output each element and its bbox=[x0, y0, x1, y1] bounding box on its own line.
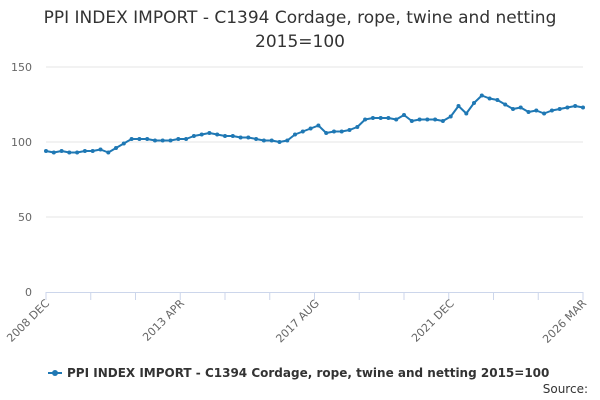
data-point-23[interactable] bbox=[223, 134, 227, 138]
source-label: Source: bbox=[542, 382, 588, 396]
x-tick-label-1: 2013 APR bbox=[140, 297, 187, 344]
data-point-18[interactable] bbox=[184, 137, 189, 141]
data-point-35[interactable] bbox=[316, 123, 321, 128]
data-point-8[interactable] bbox=[106, 150, 111, 155]
data-point-24[interactable] bbox=[230, 134, 235, 138]
data-point-46[interactable] bbox=[402, 113, 406, 117]
grid-lines bbox=[46, 66, 583, 218]
data-point-45[interactable] bbox=[394, 117, 399, 122]
data-point-11[interactable] bbox=[129, 137, 134, 141]
data-point-37[interactable] bbox=[332, 129, 336, 134]
data-point-56[interactable] bbox=[479, 93, 484, 98]
data-point-54[interactable] bbox=[464, 111, 469, 116]
data-point-55[interactable] bbox=[472, 101, 476, 105]
data-point-68[interactable] bbox=[573, 104, 578, 108]
chart-title: PPI INDEX IMPORT - C1394 Cordage, rope, … bbox=[43, 8, 557, 52]
data-point-34[interactable] bbox=[308, 126, 313, 131]
data-point-10[interactable] bbox=[121, 141, 126, 146]
data-point-69[interactable] bbox=[581, 105, 585, 110]
data-point-43[interactable] bbox=[378, 116, 383, 120]
data-point-4[interactable] bbox=[75, 150, 80, 155]
data-point-36[interactable] bbox=[324, 131, 329, 135]
data-point-40[interactable] bbox=[355, 125, 360, 129]
y-axis-labels: 0 50 100 150 bbox=[11, 61, 32, 299]
data-point-25[interactable] bbox=[238, 135, 243, 140]
data-point-28[interactable] bbox=[261, 138, 266, 143]
legend-symbol bbox=[48, 368, 62, 378]
data-point-20[interactable] bbox=[199, 132, 204, 137]
data-point-51[interactable] bbox=[440, 119, 445, 123]
data-point-29[interactable] bbox=[269, 138, 274, 143]
data-point-13[interactable] bbox=[145, 137, 150, 141]
data-point-48[interactable] bbox=[417, 117, 422, 122]
legend-label: PPI INDEX IMPORT - C1394 Cordage, rope, … bbox=[67, 366, 550, 380]
y-tick-label-3: 150 bbox=[11, 61, 32, 74]
data-point-30[interactable] bbox=[277, 140, 282, 144]
data-point-67[interactable] bbox=[565, 105, 570, 110]
data-point-44[interactable] bbox=[386, 116, 391, 120]
data-point-39[interactable] bbox=[347, 128, 352, 132]
data-point-0[interactable] bbox=[44, 149, 48, 153]
x-tick-label-0: 2008 DEC bbox=[4, 297, 52, 345]
data-point-9[interactable] bbox=[114, 146, 118, 150]
data-point-38[interactable] bbox=[339, 129, 344, 134]
data-point-26[interactable] bbox=[246, 135, 251, 140]
data-point-31[interactable] bbox=[285, 138, 290, 143]
data-point-57[interactable] bbox=[487, 96, 492, 101]
data-point-19[interactable] bbox=[191, 134, 196, 138]
data-point-65[interactable] bbox=[549, 108, 554, 113]
data-point-60[interactable] bbox=[511, 107, 515, 111]
data-point-1[interactable] bbox=[51, 150, 56, 155]
data-point-58[interactable] bbox=[495, 98, 500, 102]
data-point-15[interactable] bbox=[160, 138, 165, 143]
series-layer bbox=[44, 93, 585, 155]
data-point-5[interactable] bbox=[82, 149, 87, 153]
y-tick-label-1: 50 bbox=[18, 211, 32, 224]
data-point-50[interactable] bbox=[433, 117, 438, 122]
data-point-22[interactable] bbox=[215, 132, 220, 137]
data-point-64[interactable] bbox=[542, 111, 547, 116]
data-point-12[interactable] bbox=[137, 137, 142, 141]
data-point-53[interactable] bbox=[456, 104, 461, 108]
data-point-49[interactable] bbox=[425, 117, 430, 122]
data-point-7[interactable] bbox=[98, 147, 103, 152]
data-point-6[interactable] bbox=[90, 149, 95, 153]
x-tick-label-3: 2021 DEC bbox=[409, 297, 457, 345]
data-point-21[interactable] bbox=[207, 131, 212, 135]
data-point-52[interactable] bbox=[448, 114, 453, 119]
data-point-42[interactable] bbox=[370, 116, 375, 120]
x-axis-labels: 2008 DEC 2013 APR 2017 AUG 2021 DEC 2026 MAR bbox=[4, 297, 589, 346]
data-point-16[interactable] bbox=[168, 138, 173, 143]
data-point-66[interactable] bbox=[557, 107, 562, 111]
data-point-3[interactable] bbox=[67, 150, 72, 155]
legend[interactable]: PPI INDEX IMPORT - C1394 Cordage, rope, … bbox=[48, 366, 549, 380]
series-line-0 bbox=[45, 94, 584, 154]
data-point-14[interactable] bbox=[153, 138, 157, 143]
data-point-63[interactable] bbox=[534, 108, 539, 113]
x-axis bbox=[45, 292, 584, 300]
y-tick-label-0: 0 bbox=[25, 286, 32, 299]
y-tick-label-2: 100 bbox=[11, 136, 32, 149]
data-point-33[interactable] bbox=[300, 129, 305, 134]
data-point-61[interactable] bbox=[518, 105, 523, 110]
data-point-17[interactable] bbox=[176, 137, 181, 141]
data-point-41[interactable] bbox=[363, 117, 368, 122]
data-point-62[interactable] bbox=[526, 110, 531, 114]
x-tick-label-4: 2026 MAR bbox=[540, 297, 589, 346]
data-point-2[interactable] bbox=[59, 149, 64, 153]
data-point-27[interactable] bbox=[254, 137, 259, 141]
data-point-32[interactable] bbox=[293, 132, 297, 137]
data-point-59[interactable] bbox=[503, 102, 508, 107]
x-tick-label-2: 2017 AUG bbox=[273, 297, 322, 346]
data-point-47[interactable] bbox=[409, 119, 414, 123]
